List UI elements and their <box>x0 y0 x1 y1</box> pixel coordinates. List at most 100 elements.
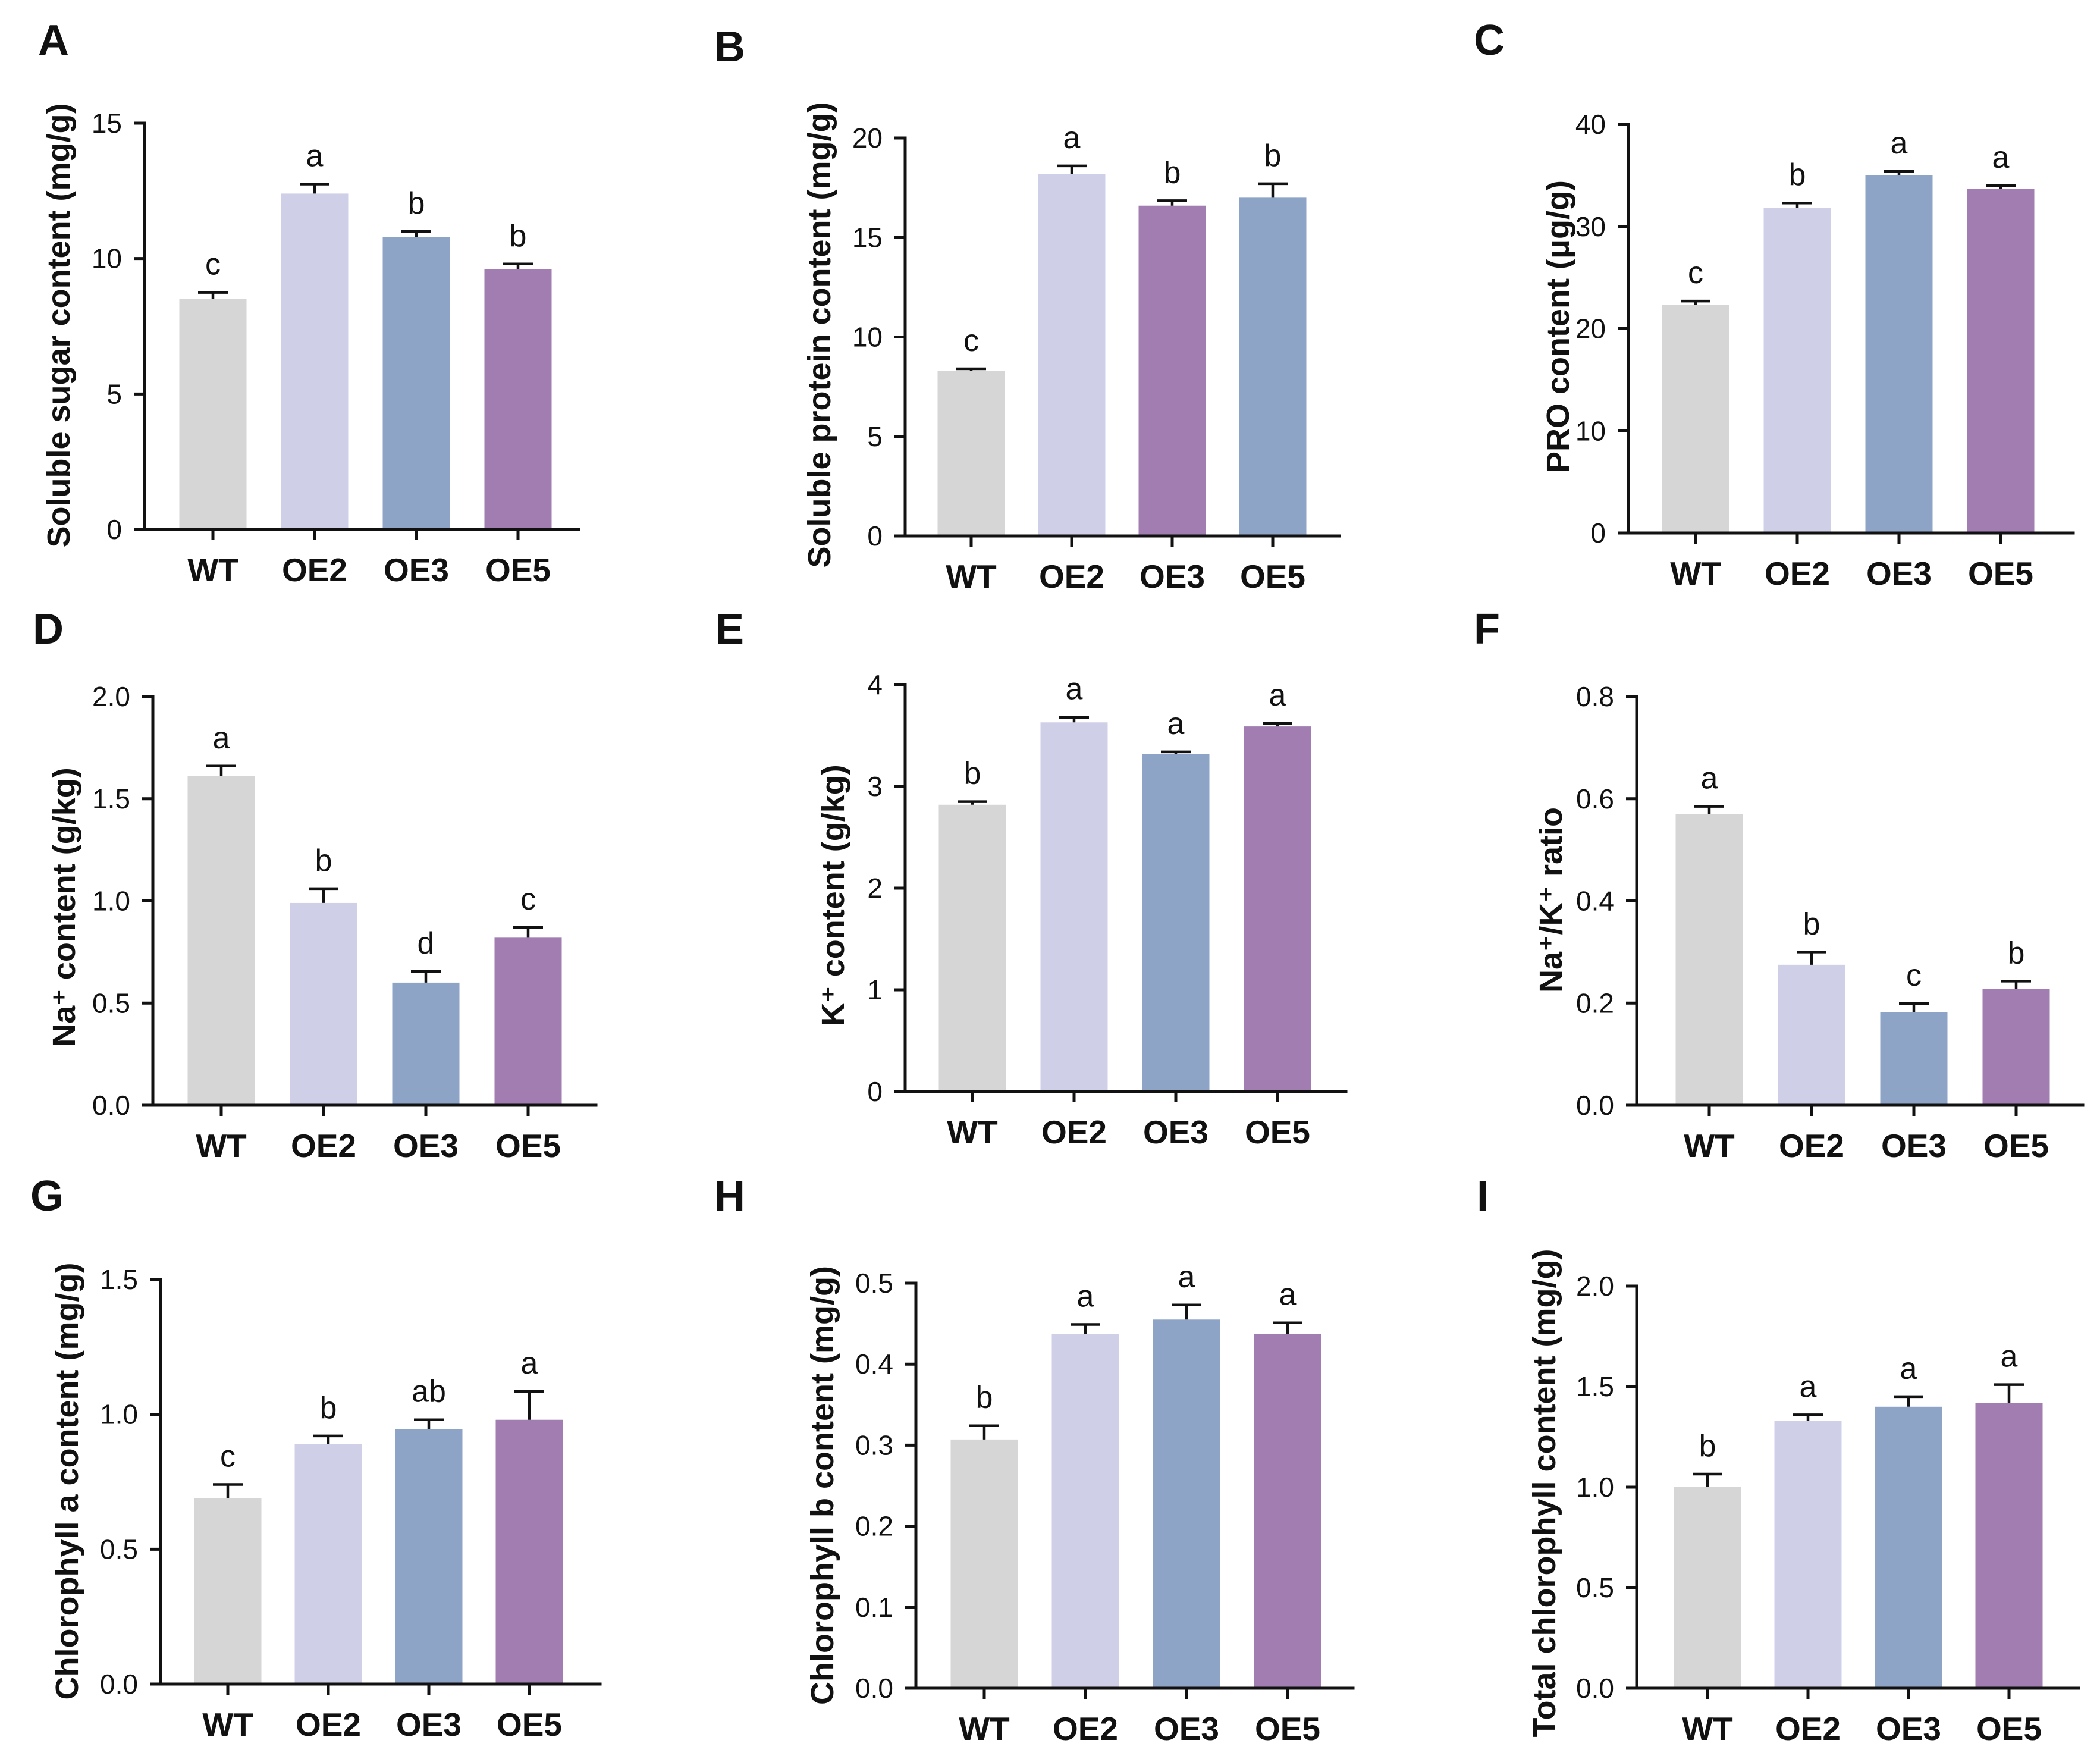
y-tick-label-h-5: 0.5 <box>855 1268 893 1299</box>
significance-label-b-oe2: a <box>1063 121 1081 155</box>
x-tick-label-b-oe5: OE5 <box>1240 558 1305 595</box>
x-tick-label-i-oe2: OE2 <box>1775 1710 1841 1747</box>
bar-c-oe3 <box>1865 175 1933 533</box>
axes-b <box>903 136 1341 538</box>
x-tick-label-c-oe2: OE2 <box>1765 555 1830 592</box>
y-tick-label-h-3: 0.3 <box>855 1429 893 1460</box>
significance-label-g-wt: c <box>220 1440 236 1474</box>
bar-d-wt <box>187 776 255 1105</box>
x-tick-label-f-oe5: OE5 <box>1983 1127 2049 1164</box>
y-tick-label-e-2: 2 <box>867 873 883 904</box>
x-tick-label-d-oe3: OE3 <box>393 1127 459 1164</box>
x-tick-label-i-wt: WT <box>1682 1710 1733 1747</box>
significance-label-f-oe5: b <box>2008 936 2025 970</box>
bar-h-oe3 <box>1153 1319 1220 1688</box>
significance-label-a-oe5: b <box>510 219 527 253</box>
significance-label-f-wt: a <box>1701 761 1718 796</box>
significance-label-d-wt: a <box>213 721 230 755</box>
x-tick-label-a-wt: WT <box>187 551 238 588</box>
significance-label-b-wt: c <box>963 324 979 358</box>
y-tick-label-a-0: 0 <box>106 514 122 545</box>
significance-label-g-oe3: ab <box>412 1375 446 1409</box>
y-tick-label-g-3: 1.5 <box>100 1264 138 1295</box>
x-tick-label-g-oe2: OE2 <box>296 1706 361 1743</box>
y-tick-label-b-4: 20 <box>852 123 883 153</box>
x-tick-label-h-oe5: OE5 <box>1255 1710 1320 1747</box>
panel-label-e: E <box>715 606 744 653</box>
significance-label-h-oe3: a <box>1178 1260 1195 1294</box>
error-bar-e-oe2 <box>1059 716 1089 723</box>
y-axis-title-e: K⁺ content (g/kg) <box>815 764 851 1026</box>
y-tick-label-e-3: 3 <box>867 771 883 802</box>
y-tick-label-h-1: 0.1 <box>855 1592 893 1623</box>
y-tick-label-i-0: 0.0 <box>1576 1673 1614 1704</box>
significance-label-c-oe2: b <box>1789 158 1806 192</box>
axes-a <box>143 121 580 531</box>
error-bar-b-oe2 <box>1057 164 1087 174</box>
y-tick-label-i-4: 2.0 <box>1576 1271 1614 1302</box>
error-bar-b-oe5 <box>1258 182 1288 198</box>
x-tick-label-c-wt: WT <box>1670 555 1721 592</box>
x-tick-label-e-oe5: OE5 <box>1245 1114 1310 1150</box>
axes-c <box>1627 123 2075 535</box>
panel-label-h: H <box>714 1172 745 1220</box>
error-bar-g-oe5 <box>514 1390 544 1420</box>
significance-label-i-wt: b <box>1699 1429 1716 1463</box>
y-tick-label-i-1: 0.5 <box>1576 1572 1614 1603</box>
bar-i-oe2 <box>1774 1421 1842 1688</box>
y-tick-label-b-2: 10 <box>852 322 883 353</box>
bar-g-wt <box>194 1498 262 1684</box>
y-tick-label-g-1: 0.5 <box>100 1534 138 1564</box>
significance-label-b-oe3: b <box>1164 155 1181 190</box>
bar-d-oe5 <box>494 937 562 1105</box>
x-tick-label-b-oe3: OE3 <box>1140 558 1205 595</box>
bar-b-oe3 <box>1138 205 1206 537</box>
y-axis-title-c: PRO content (μg/g) <box>1540 180 1576 473</box>
axes-h <box>914 1281 1355 1690</box>
error-bar-g-oe2 <box>313 1434 343 1444</box>
error-bar-b-oe3 <box>1157 199 1187 206</box>
bar-b-oe2 <box>1038 174 1106 537</box>
y-tick-label-f-3: 0.6 <box>1576 783 1614 814</box>
bar-e-oe5 <box>1244 726 1311 1092</box>
error-bar-a-oe5 <box>503 262 533 269</box>
x-tick-label-e-oe3: OE3 <box>1143 1114 1208 1150</box>
x-tick-label-a-oe2: OE2 <box>282 551 347 588</box>
y-tick-label-a-2: 10 <box>92 243 122 274</box>
significance-label-h-oe5: a <box>1279 1278 1297 1312</box>
error-bar-i-oe3 <box>1894 1395 1923 1407</box>
significance-label-i-oe2: a <box>1800 1369 1817 1404</box>
x-tick-label-i-oe3: OE3 <box>1876 1710 1941 1747</box>
bar-d-oe3 <box>392 982 460 1105</box>
significance-label-g-oe5: a <box>521 1346 538 1381</box>
bar-h-wt <box>950 1439 1018 1688</box>
error-bar-i-oe5 <box>1994 1383 2024 1403</box>
bar-i-oe3 <box>1875 1406 1942 1688</box>
panel-label-g: G <box>30 1172 64 1220</box>
y-tick-label-c-0: 0 <box>1590 518 1606 548</box>
x-tick-label-b-wt: WT <box>946 558 997 595</box>
panel-g: G Chlorophyll a content (mg/g) c WT b OE2 ab OE… <box>30 1172 602 1743</box>
bar-f-oe3 <box>1880 1012 1948 1105</box>
x-tick-label-c-oe5: OE5 <box>1968 555 2033 592</box>
significance-label-d-oe3: d <box>418 926 435 961</box>
y-axis-title-h: Chlorophyll b content (mg/g) <box>805 1266 840 1705</box>
error-bar-g-wt <box>213 1483 243 1498</box>
x-tick-label-h-oe2: OE2 <box>1053 1710 1118 1747</box>
axes-d <box>151 695 598 1107</box>
y-axis-title-f: Na⁺/K⁺ ratio <box>1533 807 1569 993</box>
error-bar-a-wt <box>198 291 228 299</box>
significance-label-h-oe2: a <box>1077 1279 1094 1313</box>
error-bar-h-oe5 <box>1273 1321 1302 1334</box>
y-tick-label-b-3: 15 <box>852 222 883 253</box>
x-tick-label-g-oe5: OE5 <box>497 1706 562 1743</box>
bar-c-oe5 <box>1967 189 2035 533</box>
x-tick-label-g-oe3: OE3 <box>396 1706 462 1743</box>
significance-label-a-wt: c <box>205 247 221 282</box>
bar-g-oe2 <box>294 1444 362 1684</box>
x-tick-label-h-oe3: OE3 <box>1154 1710 1219 1747</box>
error-bar-d-wt <box>206 764 236 776</box>
bar-e-oe3 <box>1142 754 1210 1092</box>
y-tick-label-h-2: 0.2 <box>855 1511 893 1542</box>
